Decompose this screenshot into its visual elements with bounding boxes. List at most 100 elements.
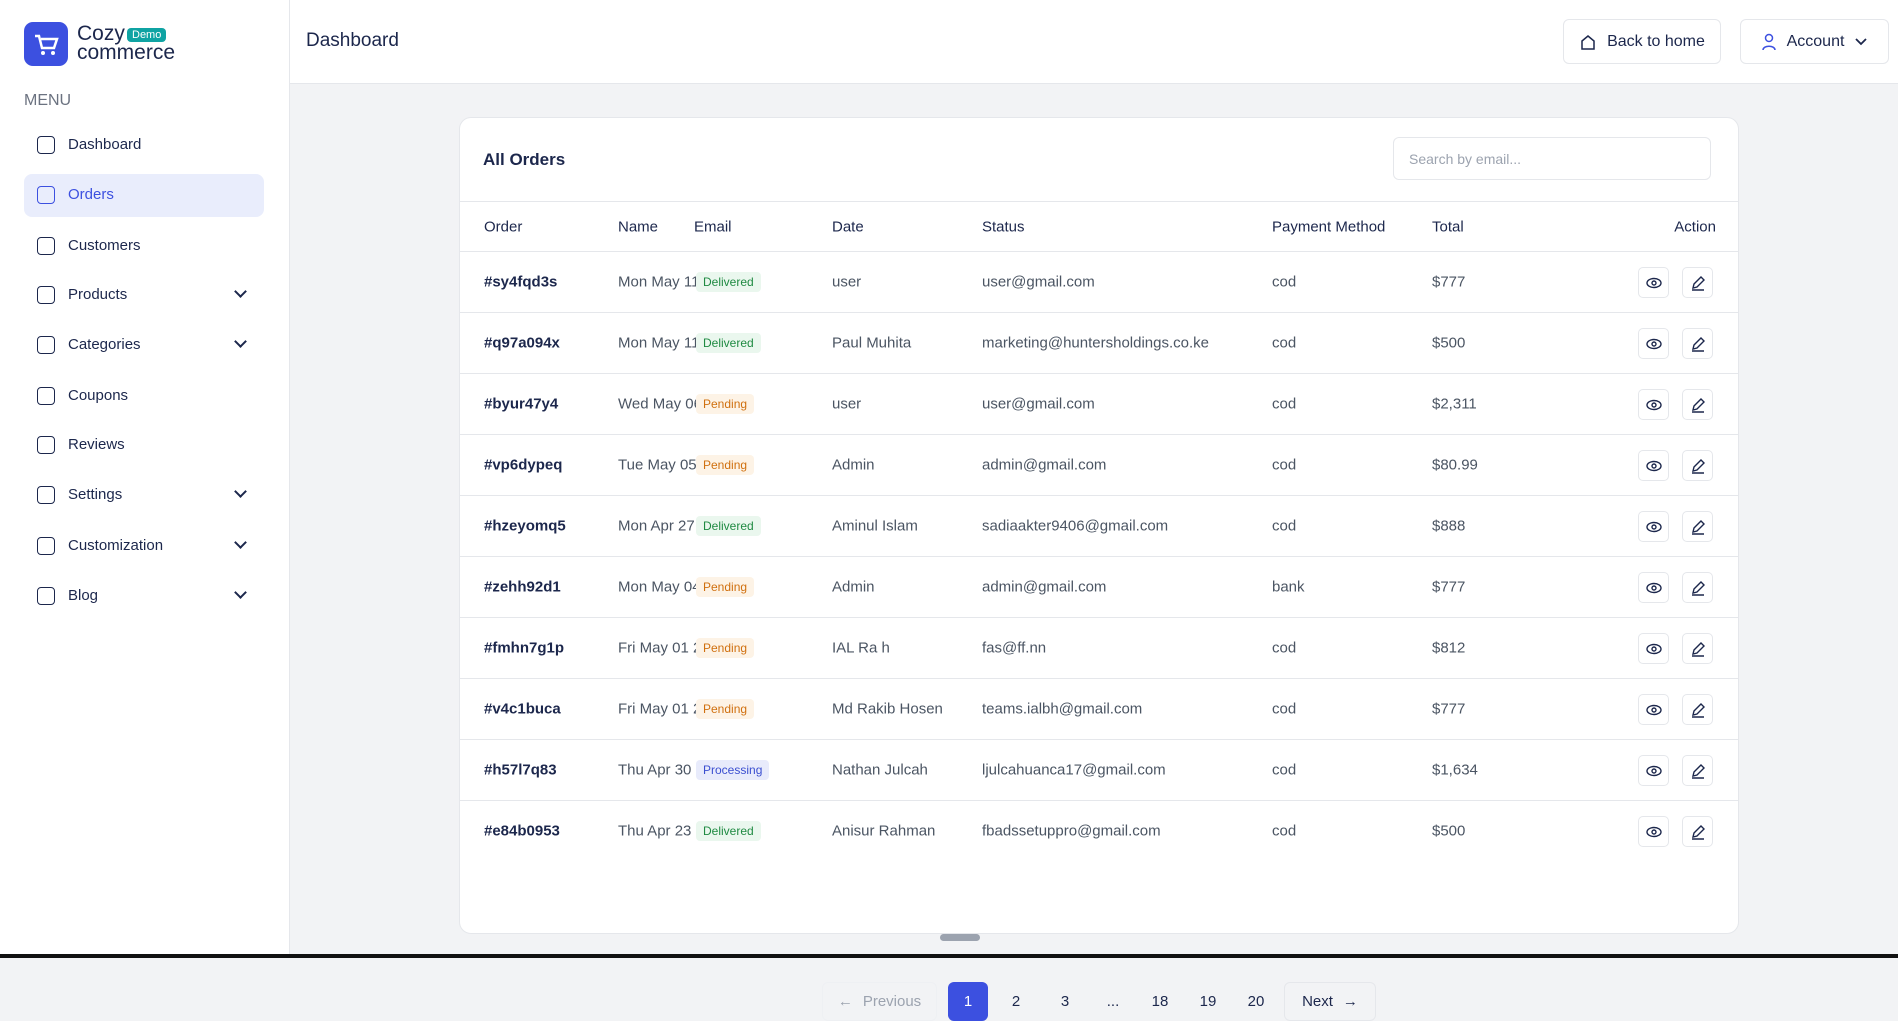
cell: cod — [1272, 334, 1297, 352]
cell: #v4c1buca — [484, 700, 561, 718]
eye-icon — [1645, 277, 1662, 288]
page-button[interactable]: ... — [1106, 993, 1120, 1010]
cell: #q97a094x — [484, 334, 560, 352]
chevron — [1855, 37, 1868, 45]
menu-item[interactable]: Coupons — [36, 384, 256, 408]
page-button[interactable]: 3 — [1060, 993, 1070, 1010]
edit-button[interactable] — [1682, 389, 1713, 420]
user-icon — [1761, 33, 1776, 50]
page-button[interactable]: 20 — [1247, 993, 1265, 1010]
column-header: Email — [694, 218, 732, 236]
logo-icon — [24, 22, 68, 66]
cell: Nathan Julcah — [832, 761, 928, 779]
status-badge: Delivered — [696, 333, 761, 353]
menu-item[interactable]: Products — [36, 283, 256, 307]
cell: fas@ff.nn — [982, 639, 1047, 657]
view-button[interactable] — [1638, 633, 1669, 664]
menu-label: Customization — [68, 537, 164, 554]
menu-label: Products — [68, 286, 128, 303]
edit-button[interactable] — [1682, 755, 1713, 786]
menu-item[interactable]: Orders — [36, 183, 256, 207]
cell: #sy4fqd3s — [484, 273, 558, 291]
edit-button[interactable] — [1682, 694, 1713, 725]
cell: #hzeyomq5 — [484, 517, 566, 535]
status-badge: Processing — [696, 760, 770, 780]
menu-item[interactable]: Reviews — [36, 433, 256, 457]
row-divider — [460, 617, 1738, 618]
cell: cod — [1272, 700, 1297, 718]
eye-icon — [1645, 521, 1662, 532]
row-divider — [460, 312, 1738, 313]
row-divider — [460, 495, 1738, 496]
cell: cod — [1272, 395, 1297, 413]
cell: Aminul Islam — [832, 517, 918, 535]
column-header: Total — [1432, 218, 1464, 236]
page-button[interactable]: 19 — [1199, 993, 1217, 1010]
menu-icon — [37, 387, 55, 405]
active-bg — [24, 174, 264, 217]
cell: $888 — [1432, 517, 1466, 535]
eye-icon — [1645, 826, 1662, 837]
account-label: Account — [1786, 32, 1845, 50]
card-title: All Orders — [483, 150, 566, 169]
edit-icon — [1691, 458, 1705, 474]
view-button[interactable] — [1638, 816, 1669, 847]
menu-item[interactable]: Dashboard — [36, 133, 256, 157]
page-button[interactable]: 18 — [1151, 993, 1169, 1010]
eye-icon — [1645, 460, 1662, 471]
edit-icon — [1691, 824, 1705, 840]
edit-icon — [1691, 580, 1705, 596]
view-button[interactable] — [1638, 389, 1669, 420]
previous-button[interactable]: ← Previous — [822, 982, 937, 1021]
menu-item[interactable]: Customers — [36, 234, 256, 258]
menu-item[interactable]: Categories — [36, 333, 256, 357]
menu-label: MENU — [24, 92, 72, 109]
column-header: Order — [484, 218, 523, 236]
view-button[interactable] — [1638, 755, 1669, 786]
chevron — [234, 536, 247, 549]
cell: cod — [1272, 273, 1297, 291]
edit-button[interactable] — [1682, 328, 1713, 359]
view-button[interactable] — [1638, 328, 1669, 359]
view-button[interactable] — [1638, 511, 1669, 542]
cell: bank — [1272, 578, 1305, 596]
sidebar: Cozy commerce Demo MENU Dashboard Orders C… — [0, 0, 290, 954]
menu-item[interactable]: Blog — [36, 584, 256, 608]
cell: admin@gmail.com — [982, 578, 1107, 596]
view-button[interactable] — [1638, 694, 1669, 725]
next-button[interactable]: Next → — [1284, 982, 1376, 1021]
edit-button[interactable] — [1682, 450, 1713, 481]
menu-label: Reviews — [68, 436, 125, 453]
menu-label: Customers — [68, 237, 141, 254]
cell: user — [832, 395, 862, 413]
edit-button[interactable] — [1682, 816, 1713, 847]
account-button[interactable]: Account — [1740, 19, 1889, 64]
view-button[interactable] — [1638, 572, 1669, 603]
cell: cod — [1272, 639, 1297, 657]
cell: #zehh92d1 — [484, 578, 561, 596]
page-button[interactable]: 2 — [1011, 993, 1021, 1010]
edit-button[interactable] — [1682, 572, 1713, 603]
demo-badge: Demo — [127, 28, 167, 42]
view-button[interactable] — [1638, 267, 1669, 298]
view-button[interactable] — [1638, 450, 1669, 481]
arrow-right: → — [1342, 993, 1358, 1010]
menu-label: Coupons — [68, 387, 129, 404]
menu-item[interactable]: Customization — [36, 534, 256, 558]
cell: IAL Ra h — [832, 639, 890, 657]
edit-icon — [1691, 763, 1705, 779]
edit-icon — [1691, 397, 1705, 413]
back-button[interactable]: Back to home — [1563, 19, 1721, 64]
home-icon — [1581, 34, 1595, 50]
page-button[interactable]: 1 — [948, 982, 988, 1021]
edit-button[interactable] — [1682, 633, 1713, 664]
chevron — [234, 335, 247, 348]
menu-icon — [37, 486, 55, 504]
cell: #fmhn7g1p — [484, 639, 565, 657]
edit-button[interactable] — [1682, 511, 1713, 542]
menu-icon — [37, 336, 55, 354]
search-input[interactable]: Search by email... — [1393, 137, 1711, 180]
edit-button[interactable] — [1682, 267, 1713, 298]
cell: #vp6dypeq — [484, 456, 563, 474]
menu-item[interactable]: Settings — [36, 483, 256, 507]
